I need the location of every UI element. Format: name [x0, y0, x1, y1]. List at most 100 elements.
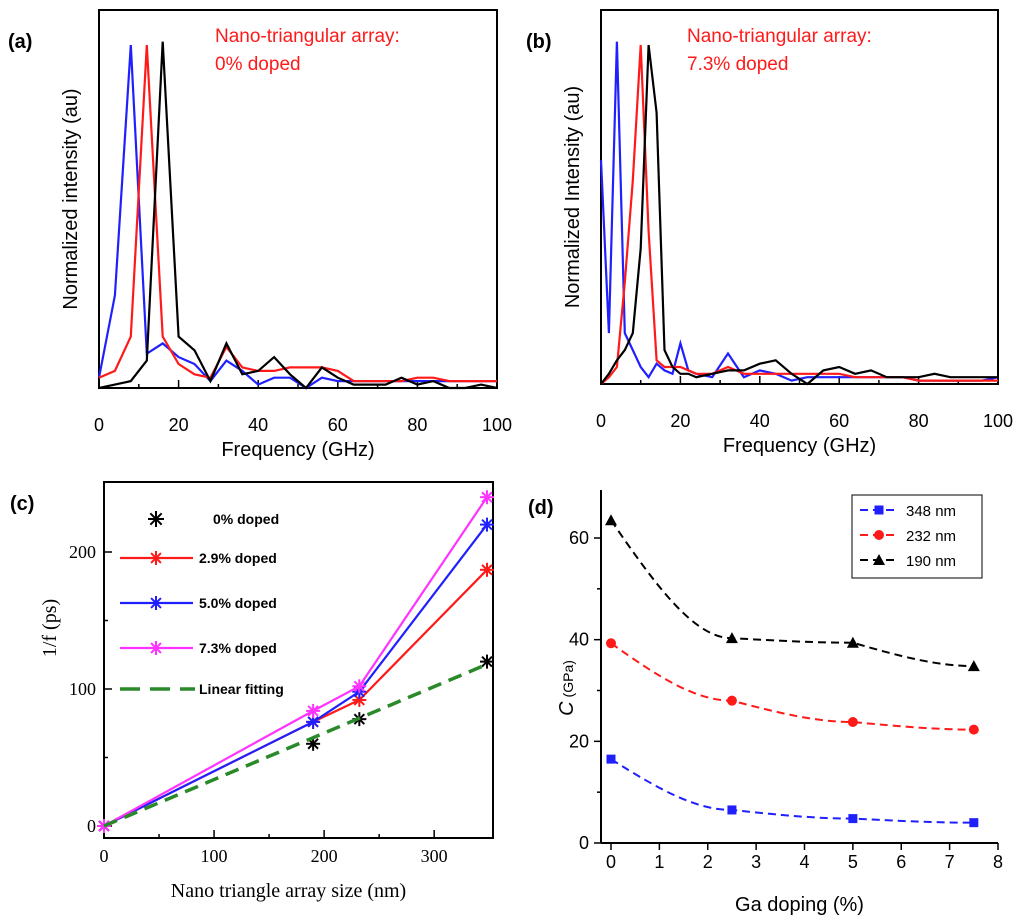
panel-b-x-tick-label: 20 — [670, 411, 690, 431]
panel-a-annotation-line-1: Nano-triangular array: — [215, 26, 400, 47]
panel-d-legend-marker — [873, 554, 885, 565]
panel-c-y-axis-label: 1/f (ps) — [39, 599, 61, 657]
panel-d-legend-label: 190 nm — [906, 553, 956, 570]
panel-b-x-tick-label: 40 — [750, 411, 770, 431]
panel-c-y-tick-label: 0 — [87, 816, 96, 836]
panel-a-annotation-line-2: 0% doped — [215, 54, 301, 75]
panel-a-x-tick-label: 60 — [328, 415, 348, 435]
panel-d-data-point — [968, 724, 979, 735]
panel-d-x-tick-label: 4 — [799, 852, 809, 872]
panel-c-legend-marker-stroke — [150, 642, 162, 654]
panel-c-data-point — [352, 679, 367, 694]
panel-c-series-line-1 — [103, 569, 488, 827]
panel-c-series-line-2 — [103, 523, 488, 827]
panel-d-data-point — [969, 818, 979, 828]
panel-c-frame — [103, 481, 494, 839]
panel-c-y-tick-label: 200 — [69, 542, 96, 562]
panel-c-data-point-stroke — [353, 694, 365, 706]
panel-c-data-point-stroke — [307, 738, 319, 750]
panel-b-x-axis-label: Frequency (GHz) — [723, 435, 876, 457]
panel-c-x-tick-label: 100 — [201, 846, 228, 866]
panel-b-series-line-2 — [600, 44, 998, 386]
panel-d-series-line-1 — [610, 642, 974, 731]
panel-a-x-tick-label: 40 — [248, 415, 268, 435]
panel-c-x-tick-label: 300 — [421, 846, 448, 866]
panel-d-data-point — [727, 805, 737, 815]
panel-c-data-point-stroke — [481, 491, 493, 503]
panel-b-x-tick-label: 0 — [596, 411, 606, 431]
panel-c-x-tick-label: 0 — [100, 846, 109, 866]
panel-c-legend-marker — [148, 511, 164, 527]
panel-c-series-line-3 — [103, 496, 488, 827]
panel-d-data-point — [848, 814, 858, 824]
panel-c-label: (c) — [10, 493, 34, 515]
panel-b-annotation-line-2: 7.3% doped — [687, 54, 788, 75]
panel-d-x-tick-label: 8 — [993, 852, 1003, 872]
panel-d-legend-label: 232 nm — [906, 528, 956, 545]
panel-d-legend-label: 348 nm — [906, 503, 956, 520]
panel-d-y-tick-label: 20 — [569, 731, 589, 751]
panel-a-series-line-0 — [97, 45, 497, 390]
panel-b-x-tick-label: 60 — [829, 411, 849, 431]
panel-d-data-point — [967, 660, 980, 672]
panel-d-y-axis-label: C (GPa) — [556, 660, 578, 716]
panel-d-y-axis-symbol: C — [556, 701, 578, 716]
panel-c-legend-label: 5.0% doped — [199, 595, 277, 611]
panel-b-y-axis-label: Normalized Intensity (au) — [562, 86, 584, 308]
panel-a-x-tick-label: 100 — [482, 415, 512, 435]
panel-c-legend-label: 7.3% doped — [199, 640, 277, 656]
panel-d-legend-marker — [874, 530, 884, 540]
panel-d-data-point — [725, 632, 738, 644]
panel-c-legend-marker-stroke — [150, 597, 162, 609]
panel-c-fit-line — [103, 662, 488, 828]
panel-d-data-point — [606, 754, 616, 764]
panel-c-legend-marker-stroke — [149, 512, 163, 526]
panel-d-data-point — [847, 717, 858, 728]
panel-c-legend-marker — [149, 641, 163, 655]
panel-d-x-axis-label: Ga doping (%) — [735, 894, 864, 916]
panel-c-legend-label: 0% doped — [213, 511, 279, 527]
panel-c-data-point — [480, 562, 494, 577]
panel-d-x-tick-label: 1 — [654, 852, 664, 872]
panel-d-x-tick-label: 0 — [606, 852, 616, 872]
panel-d-data-point — [606, 638, 616, 649]
panel-c-y-tick-label: 100 — [69, 679, 96, 699]
panel-c-data-point — [306, 703, 321, 718]
panel-b-series-line-1 — [600, 44, 998, 385]
panel-c-data-point — [480, 517, 494, 532]
panel-b-x-tick-label: 100 — [983, 411, 1013, 431]
panel-c-data-point-stroke — [353, 680, 365, 692]
panel-a-y-axis-label: Normalized intensity (au) — [60, 88, 82, 309]
panel-c-data-point-stroke — [481, 518, 493, 531]
panel-c-legend-marker — [149, 551, 163, 565]
panel-c-data-point — [480, 654, 494, 669]
panel-b-label: (b) — [526, 31, 552, 53]
panel-d-series-line-0 — [610, 758, 974, 824]
panel-d-x-tick-label: 7 — [945, 852, 955, 872]
panel-a-label: (a) — [8, 31, 32, 53]
panel-d-legend-marker — [874, 505, 884, 515]
panel-d-data-point — [726, 695, 737, 706]
panel-d-data-point — [605, 514, 617, 526]
panel-d-label: (d) — [528, 497, 554, 519]
panel-b-frame — [600, 9, 999, 385]
panel-c-legend-label: 2.9% doped — [199, 550, 277, 566]
panel-d-x-tick-label: 6 — [896, 852, 906, 872]
panel-d-x-tick-label: 3 — [751, 852, 761, 872]
panel-c-data-point-stroke — [307, 705, 319, 717]
panel-c-x-tick-label: 200 — [311, 846, 338, 866]
panel-d-y-tick-label: 60 — [569, 528, 589, 548]
panel-d-x-tick-label: 5 — [848, 852, 858, 872]
panel-c-legend-marker-stroke — [150, 552, 162, 564]
panel-d-data-point — [846, 636, 859, 648]
panel-c-legend-label: Linear fitting — [199, 681, 284, 697]
panel-b-x-tick-label: 80 — [909, 411, 929, 431]
panel-a-x-tick-label: 80 — [407, 415, 427, 435]
panel-d-x-tick-label: 2 — [703, 852, 713, 872]
panel-a-series-line-1 — [98, 45, 497, 383]
panel-b-annotation-line-1: Nano-triangular array: — [687, 26, 872, 47]
panel-d-y-tick-label: 0 — [579, 833, 589, 853]
panel-c-data-point — [480, 490, 494, 505]
panel-a-x-axis-label: Frequency (GHz) — [221, 439, 374, 461]
